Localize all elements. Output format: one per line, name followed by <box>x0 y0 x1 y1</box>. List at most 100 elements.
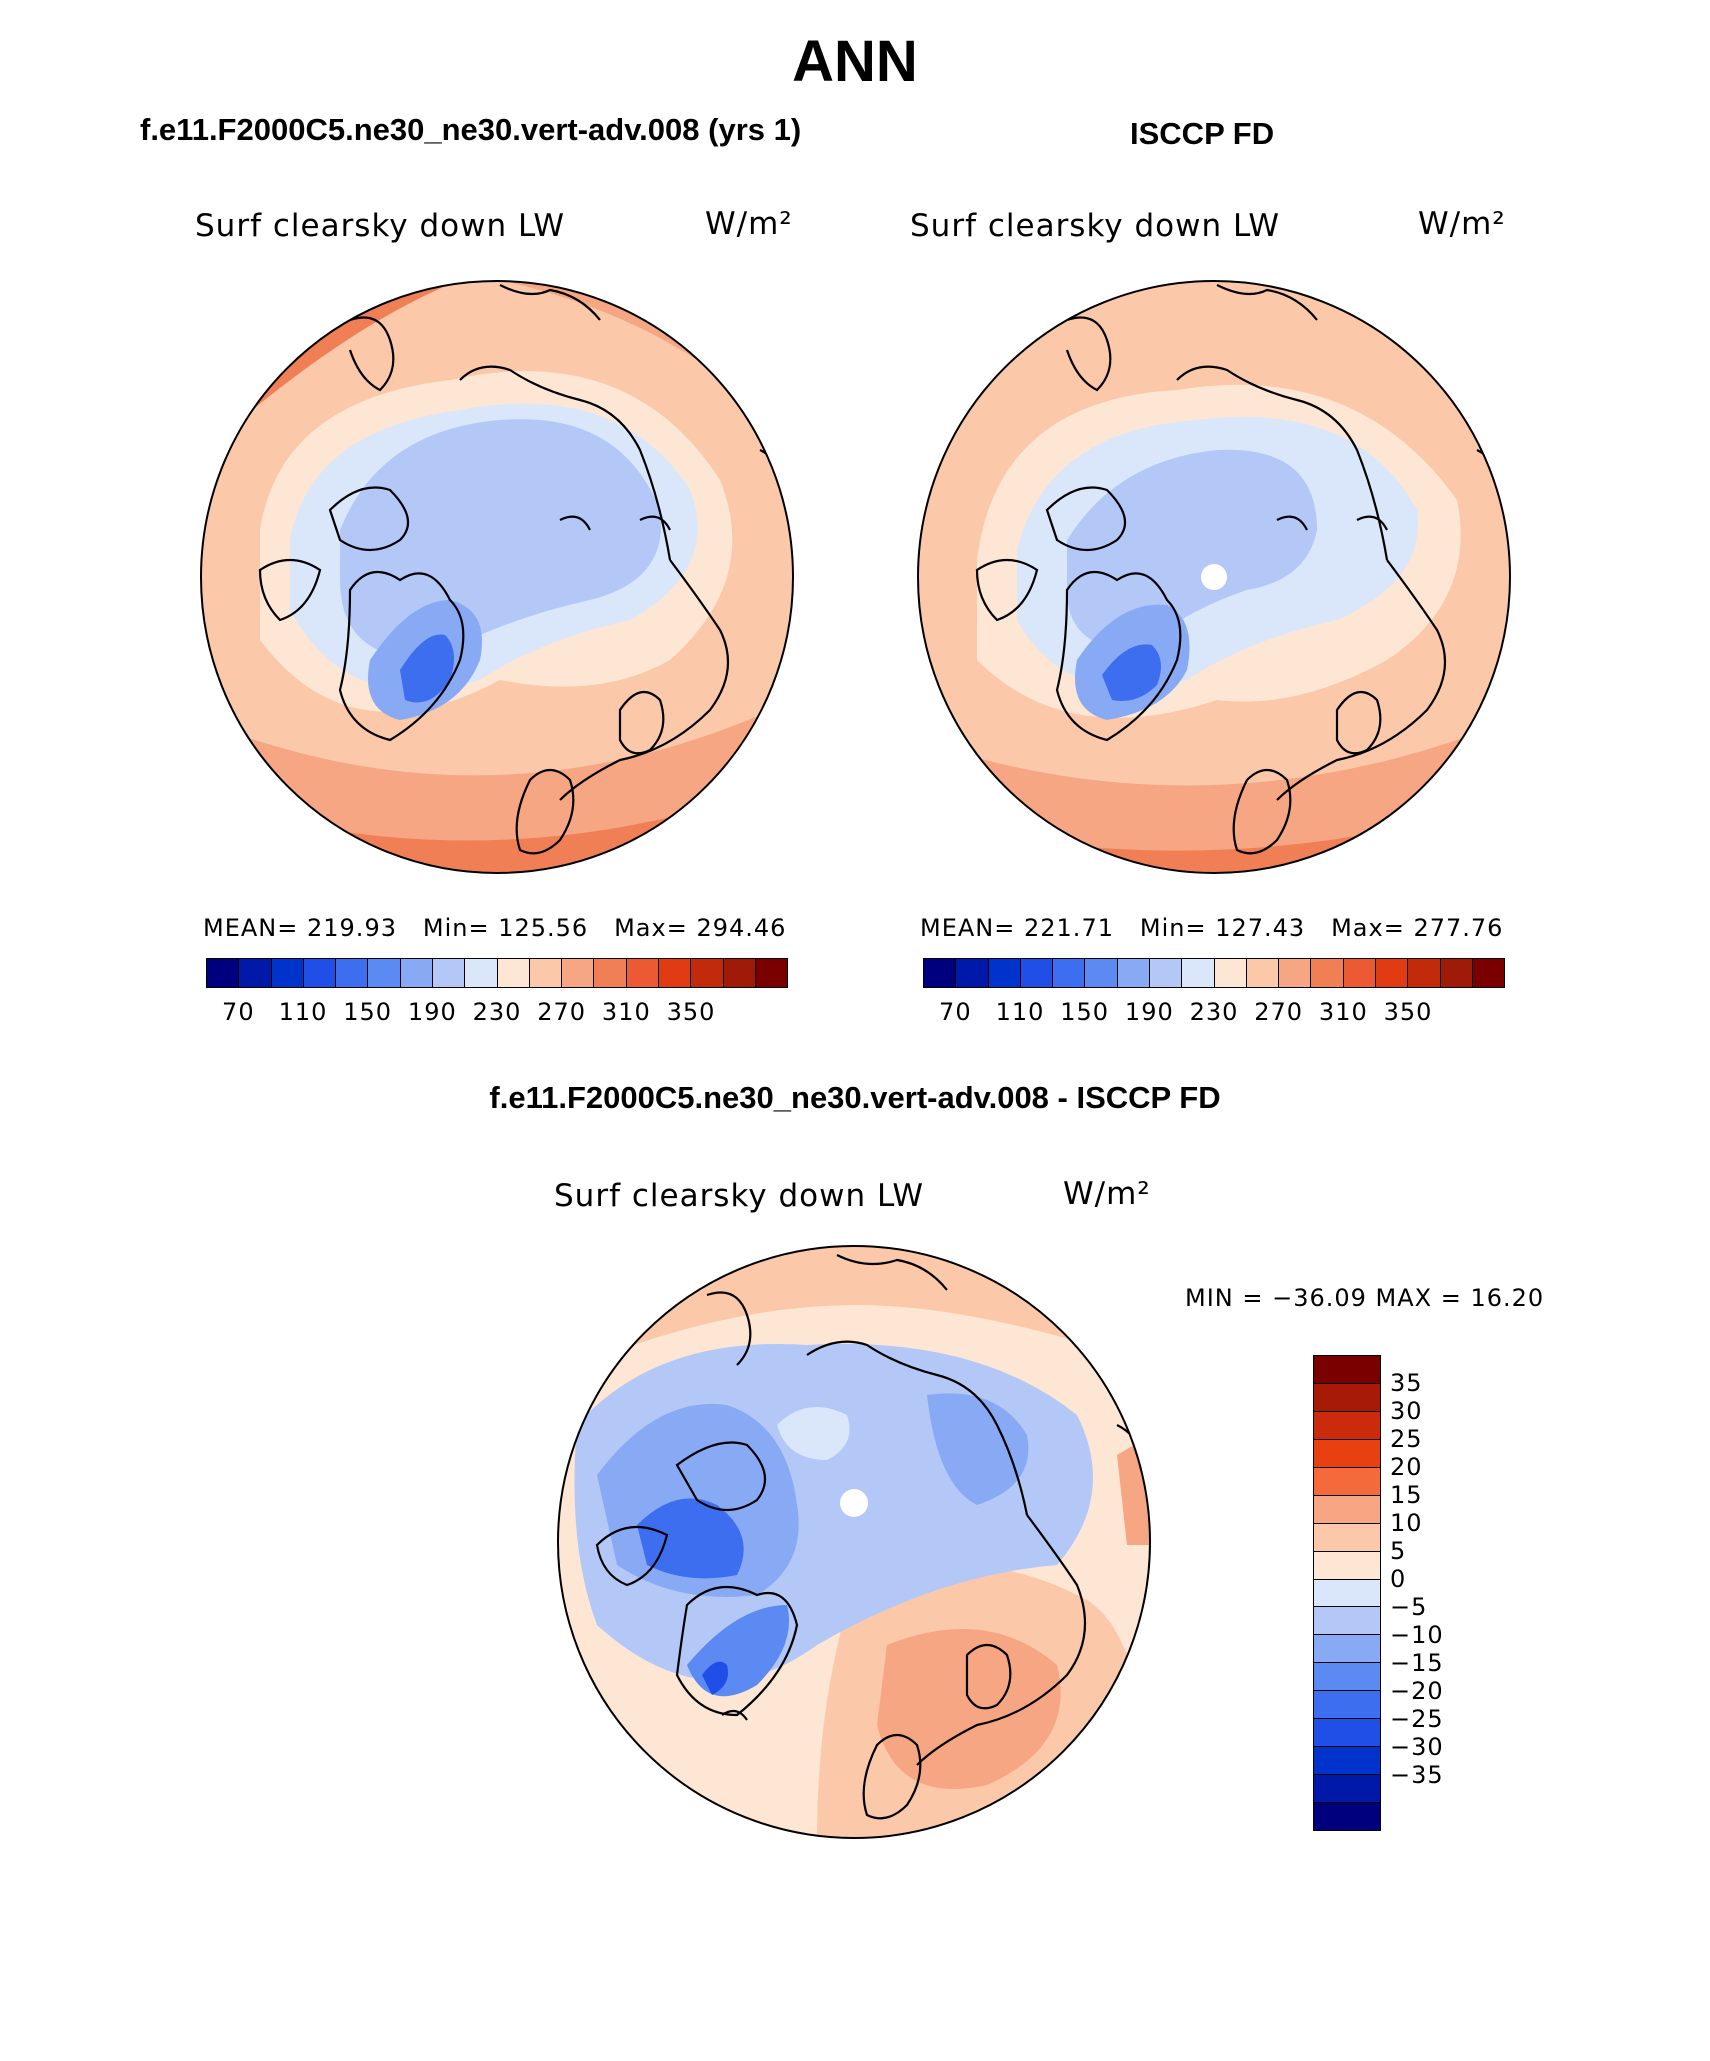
diff-colorbar-swatch <box>1314 1467 1380 1496</box>
model-colorbar-swatch <box>594 959 627 987</box>
diff-colorbar-tick-label: 25 <box>1390 1425 1423 1453</box>
diff-colorbar-tick-label: −15 <box>1390 1649 1444 1677</box>
obs-colorbar-swatch <box>988 959 1021 987</box>
cool-strong-region-siberia <box>927 1393 1029 1505</box>
coastlines <box>258 284 787 855</box>
obs-colorbar-tick-label: 350 <box>1383 998 1433 1026</box>
obs-colorbar-swatch <box>956 959 989 987</box>
map-boundary <box>917 280 1511 874</box>
model-colorbar-swatch <box>626 959 659 987</box>
model-colorbar-swatch <box>432 959 466 987</box>
obs-max-value: 277.76 <box>1413 914 1504 942</box>
diff-colorbar-swatch <box>1314 1607 1380 1636</box>
cool-deep-region-canada <box>637 1498 744 1579</box>
model-colorbar-tick-label: 190 <box>407 998 457 1026</box>
diff-min-max: MIN = −36.09 MAX = 16.20 <box>1185 1284 1545 1312</box>
model-colorbar-tick-label: 350 <box>666 998 716 1026</box>
model-colorbar-swatch <box>562 959 595 987</box>
obs-colorbar-swatch <box>1053 959 1086 987</box>
model-polar-map <box>200 280 794 874</box>
model-colorbar-swatch <box>336 959 369 987</box>
model-mean-value: 219.93 <box>307 914 397 942</box>
diff-colorbar-swatch <box>1314 1523 1380 1552</box>
diff-colorbar-tick-label: 30 <box>1390 1397 1423 1425</box>
model-colorbar-tick-label: 150 <box>343 998 393 1026</box>
obs-colorbar-swatch <box>1117 959 1150 987</box>
figure-title: ANN <box>792 29 918 94</box>
diff-colorbar-swatch <box>1314 1691 1380 1720</box>
obs-colorbar-tick-label: 310 <box>1318 998 1368 1026</box>
obs-colorbar-swatch <box>1440 959 1473 987</box>
map-boundary <box>200 280 794 874</box>
model-colorbar-swatch <box>755 959 788 987</box>
model-max-value: 294.46 <box>696 914 787 942</box>
model-colorbar-swatch <box>239 959 272 987</box>
pole-missing-data <box>840 1489 868 1517</box>
model-colorbar-swatch <box>368 959 401 987</box>
obs-colorbar-swatch <box>1343 959 1376 987</box>
coastlines <box>595 1254 1144 1820</box>
model-colorbar-ticks: 70 110 150 190 230 270 310 350 <box>206 998 788 1028</box>
model-mean-label: MEAN= <box>203 914 299 942</box>
obs-field-label: Surf clearsky down LW <box>910 208 1281 244</box>
model-colorbar-tick-label: 310 <box>601 998 651 1026</box>
model-min-value: 125.56 <box>498 914 589 942</box>
model-colorbar-tick-label: 270 <box>537 998 587 1026</box>
obs-colorbar-swatch <box>1246 959 1280 987</box>
diff-colorbar-swatch <box>1314 1439 1380 1468</box>
diff-colorbar-tick-label: −35 <box>1390 1761 1444 1789</box>
cool-light-region-pole <box>777 1407 850 1460</box>
obs-mean-label: MEAN= <box>920 914 1016 942</box>
greenland-deep-region <box>702 1661 728 1695</box>
model-colorbar-swatch <box>400 959 433 987</box>
diff-colorbar-tick-label: −5 <box>1390 1593 1428 1621</box>
diff-colorbar-swatch <box>1314 1775 1380 1803</box>
diff-colorbar-swatch <box>1314 1495 1380 1524</box>
obs-colorbar-ticks: 70 110 150 190 230 270 310 350 <box>923 998 1505 1028</box>
obs-colorbar-tick-label: 70 <box>939 998 972 1026</box>
diff-colorbar-swatch <box>1314 1719 1380 1748</box>
obs-colorbar-swatch <box>1375 959 1409 987</box>
obs-colorbar <box>923 958 1505 988</box>
diff-colorbar-tick-label: −25 <box>1390 1705 1444 1733</box>
obs-min-value: 127.43 <box>1215 914 1306 942</box>
obs-colorbar-swatch <box>1149 959 1183 987</box>
obs-panel-title: ISCCP FD <box>1130 116 1275 151</box>
model-colorbar-swatch <box>691 959 724 987</box>
model-colorbar-swatch <box>529 959 563 987</box>
model-stats: MEAN= 219.93 Min= 125.56 Max= 294.46 <box>203 914 786 942</box>
diff-colorbar-tick-label: 10 <box>1390 1509 1423 1537</box>
model-units-label: W/m² <box>705 206 793 242</box>
diff-colorbar-swatch <box>1314 1579 1380 1608</box>
model-colorbar <box>206 958 788 988</box>
map-boundary <box>557 1245 1151 1839</box>
obs-colorbar-tick-label: 270 <box>1254 998 1304 1026</box>
diff-colorbar-swatch <box>1314 1803 1380 1830</box>
model-min-label: Min= <box>422 914 490 942</box>
obs-colorbar-tick-label: 230 <box>1189 998 1239 1026</box>
cool-mid-region <box>340 419 662 660</box>
obs-colorbar-swatch <box>1182 959 1215 987</box>
diff-colorbar-tick-label: 15 <box>1390 1481 1423 1509</box>
obs-colorbar-swatch <box>1279 959 1312 987</box>
obs-units-label: W/m² <box>1418 206 1506 242</box>
model-colorbar-swatch <box>465 959 498 987</box>
obs-colorbar-swatch <box>1472 959 1505 987</box>
diff-colorbar-tick-label: −20 <box>1390 1677 1444 1705</box>
diff-colorbar-swatch <box>1314 1383 1380 1412</box>
diff-colorbar-swatch <box>1314 1663 1380 1692</box>
diff-colorbar-swatch <box>1314 1747 1380 1776</box>
diff-colorbar-swatch <box>1314 1635 1380 1664</box>
cool-mid-region <box>1067 449 1317 650</box>
diff-colorbar-tick-label: −30 <box>1390 1733 1444 1761</box>
warm-mid-region-europe <box>877 1629 1061 1789</box>
model-colorbar-tick-label: 230 <box>472 998 522 1026</box>
diff-colorbar-tick-label: −10 <box>1390 1621 1444 1649</box>
obs-max-label: Max= <box>1331 914 1405 942</box>
obs-colorbar-swatch <box>1020 959 1054 987</box>
model-colorbar-swatch <box>658 959 692 987</box>
model-colorbar-tick-label: 70 <box>222 998 255 1026</box>
greenland-deep-region <box>400 634 454 703</box>
model-colorbar-swatch <box>271 959 304 987</box>
obs-colorbar-swatch <box>1408 959 1441 987</box>
